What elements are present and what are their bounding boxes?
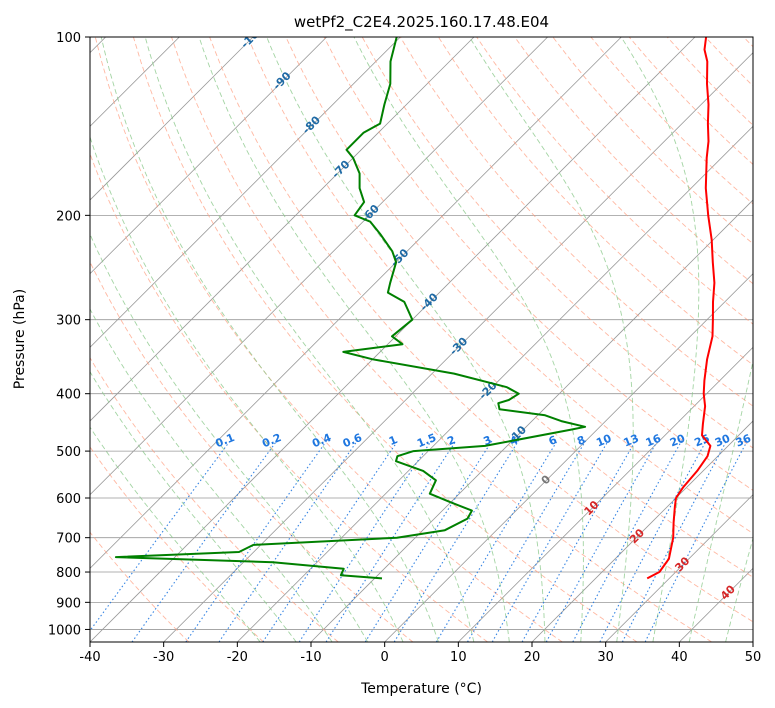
chart-title: wetPf2_C2E4.2025.160.17.48.E04 xyxy=(294,13,549,32)
y-axis-label: Pressure (hPa) xyxy=(12,289,28,389)
isotherm-line xyxy=(90,37,548,496)
dry-adiabat-line xyxy=(361,37,753,449)
moist-adiabat-line xyxy=(620,37,700,642)
isotherm-line xyxy=(605,494,753,642)
mixing-ratio-line xyxy=(545,440,659,642)
y-tick-label: 700 xyxy=(56,532,81,547)
moist-adiabat-line xyxy=(688,359,753,642)
mixing-ratio-line xyxy=(298,440,432,642)
isotherm-line xyxy=(90,37,327,275)
dry-adiabat-line xyxy=(132,37,638,642)
mixing-ratio-label: 20 xyxy=(668,432,687,450)
moist-adiabat-line xyxy=(90,135,404,642)
dry-adiabat-line xyxy=(514,37,753,285)
x-tick-label: 30 xyxy=(597,650,614,665)
moist-adiabat-line xyxy=(353,37,584,642)
moist-adiabat-line xyxy=(100,37,439,642)
x-tick-label: 0 xyxy=(381,650,389,665)
dry-adiabat-line xyxy=(399,37,753,407)
x-axis-label: Temperature (°C) xyxy=(360,681,482,697)
dry-adiabat-line xyxy=(438,37,753,366)
isotherm-line xyxy=(90,37,401,348)
dry-adiabat-line xyxy=(247,37,753,578)
dry-adiabat-line xyxy=(323,37,753,491)
y-tick-label: 600 xyxy=(56,492,81,507)
dry-adiabat-line xyxy=(90,531,190,642)
moist-adiabat-line xyxy=(144,37,475,642)
mixing-ratio-line xyxy=(467,440,587,642)
dry-adiabat-line xyxy=(90,152,488,642)
x-tick-label: 20 xyxy=(524,650,541,665)
isotherm-line xyxy=(90,37,475,422)
y-tick-label: 500 xyxy=(56,445,81,460)
mixing-ratio-label: 10 xyxy=(594,432,613,450)
isotherm-line xyxy=(458,346,753,642)
mixing-ratio-line xyxy=(491,440,609,642)
y-tick-label: 800 xyxy=(56,566,81,581)
isotherm-line xyxy=(90,37,622,569)
background-lines-layer xyxy=(90,37,753,642)
x-tick-label: -20 xyxy=(227,650,248,665)
profiles-layer xyxy=(114,37,716,580)
mixing-ratio-line xyxy=(262,440,399,642)
mixing-ratio-line xyxy=(644,440,748,642)
dry-adiabat-line xyxy=(209,37,753,623)
y-tick-label: 200 xyxy=(56,209,81,224)
x-tick-label: -10 xyxy=(300,650,321,665)
mixing-ratio-line xyxy=(90,440,231,632)
isotherm-line xyxy=(163,52,753,642)
mixing-ratio-label: 1 xyxy=(387,433,399,448)
moist-adiabat-line xyxy=(725,536,753,642)
mixing-ratio-line xyxy=(435,440,558,642)
mixing-ratio-label: 36 xyxy=(734,432,753,450)
dry-adiabat-line xyxy=(285,37,753,535)
temperature-profile-line xyxy=(646,37,716,580)
x-tick-label: 50 xyxy=(745,650,762,665)
dry-adiabat-line xyxy=(94,37,563,642)
dry-adiabat-line xyxy=(90,356,339,642)
y-tick-label: 300 xyxy=(56,314,81,329)
moist-adiabat-line xyxy=(90,233,369,642)
grid-layer xyxy=(90,37,753,642)
mixing-ratio-line xyxy=(325,440,457,642)
mixing-ratio-line xyxy=(364,440,493,642)
moist-adiabat-line xyxy=(198,37,510,642)
y-tick-label: 100 xyxy=(56,31,81,46)
mixing-ratio-label: 13 xyxy=(622,432,641,450)
mixing-ratio-label: 30 xyxy=(713,432,732,450)
mixing-ratio-line xyxy=(572,440,683,642)
dewpoint-profile-line xyxy=(114,37,587,580)
y-tick-label: 900 xyxy=(56,596,81,611)
x-tick-label: 10 xyxy=(450,650,467,665)
mixing-ratio-line xyxy=(521,440,637,642)
y-tick-label: 1000 xyxy=(48,623,81,638)
mixing-ratio-line xyxy=(393,440,520,642)
moist-adiabat-line xyxy=(90,426,261,642)
x-tick-label: 40 xyxy=(671,650,688,665)
isotherm-line xyxy=(531,420,753,642)
isotherm-line xyxy=(384,273,753,642)
isotherm-line xyxy=(90,37,696,642)
mixing-ratio-label: 25 xyxy=(693,432,712,450)
x-tick-label: -40 xyxy=(79,650,100,665)
dry-adiabat-line xyxy=(90,261,414,642)
dry-adiabat-line xyxy=(171,37,712,642)
dry-adiabat-line xyxy=(90,446,264,642)
moist-adiabat-line xyxy=(266,37,546,642)
isotherm-line xyxy=(90,37,254,201)
mixing-ratio-label: 2 xyxy=(445,433,457,448)
mixing-ratio-label: 8 xyxy=(575,433,587,448)
x-tick-label: -30 xyxy=(153,650,174,665)
y-tick-label: 400 xyxy=(56,388,81,403)
plot-frame xyxy=(89,36,754,643)
mixing-ratio-line xyxy=(185,440,328,642)
moist-adiabat-line xyxy=(90,308,333,642)
axes-layer: -40 -30 -20 -10 0 10 20 30 40 50 1000 900 800 700 600 5… xyxy=(48,31,761,665)
mixing-ratio-label: 3 xyxy=(482,433,494,448)
mixing-ratio-label: 16 xyxy=(644,432,663,450)
